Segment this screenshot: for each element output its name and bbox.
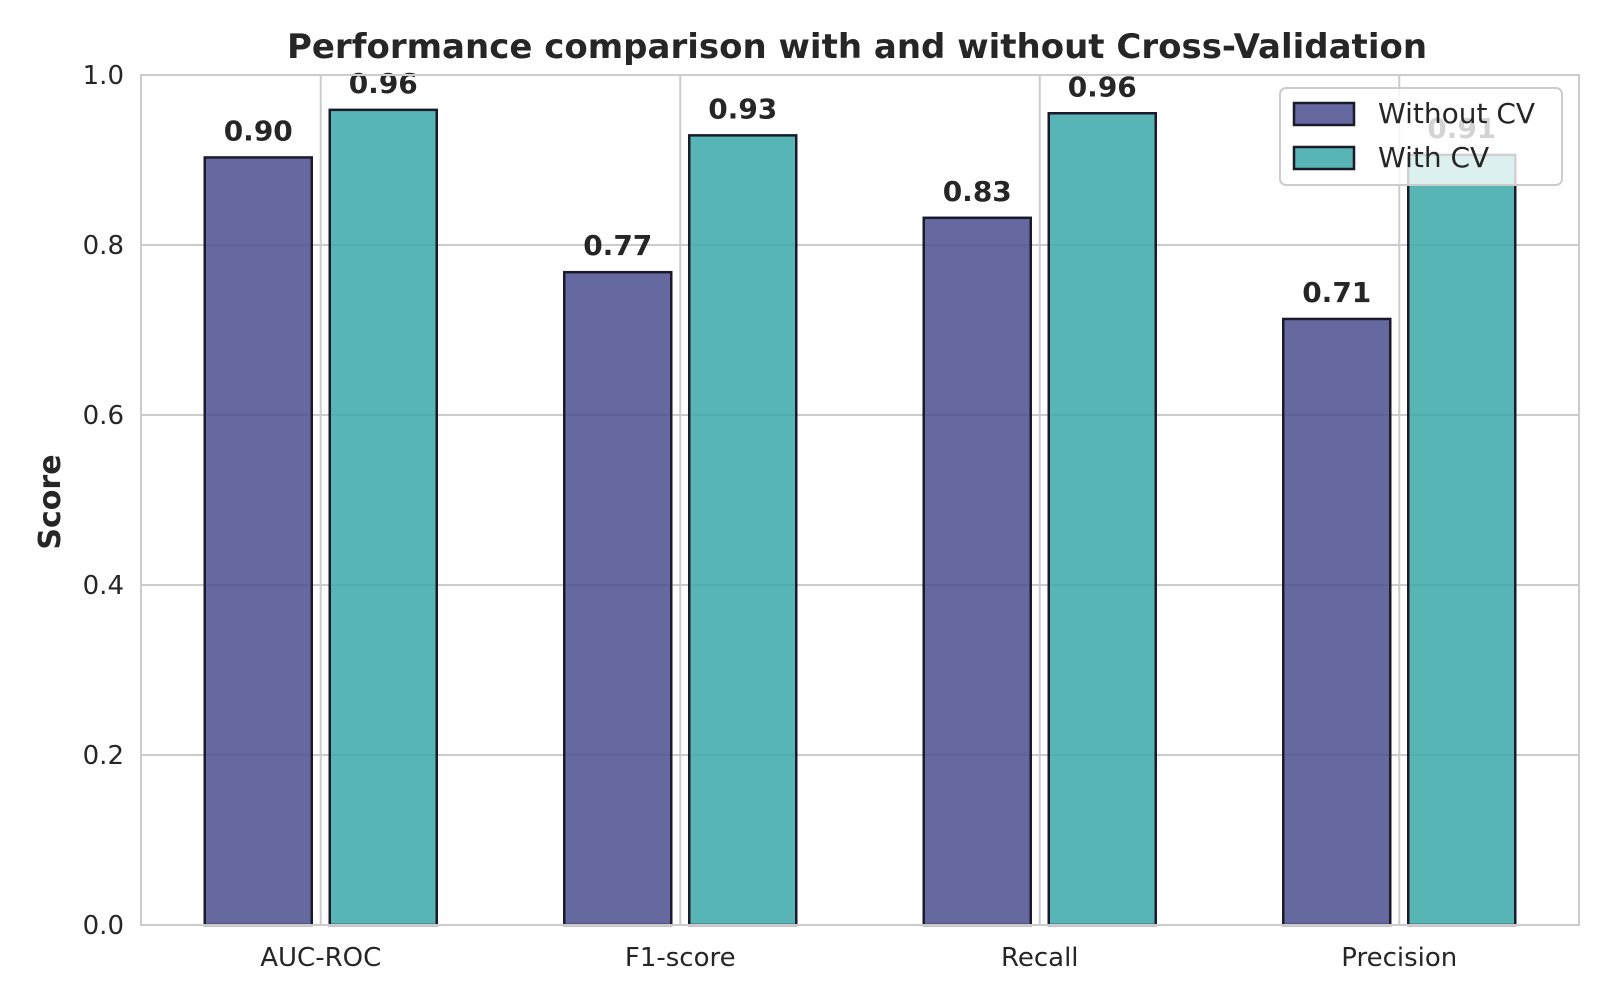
y-tick-label: 1.0 xyxy=(83,61,124,91)
bar-value-label: 0.96 xyxy=(349,67,418,100)
x-tick-label: F1-score xyxy=(625,943,736,973)
axes-frame xyxy=(140,74,1580,926)
y-tick-label: 0.0 xyxy=(83,911,124,941)
bar-with-cv xyxy=(1047,112,1157,927)
y-tick-label: 0.2 xyxy=(83,741,124,771)
y-tick-label: 0.8 xyxy=(83,231,124,261)
bar-with-cv xyxy=(328,108,438,927)
bar-without-cv xyxy=(922,216,1032,927)
bar-without-cv xyxy=(203,156,313,927)
legend: Without CV With CV xyxy=(1279,87,1563,186)
bar-value-label: 0.93 xyxy=(708,92,777,125)
bars xyxy=(203,108,1517,927)
x-tick-label: AUC-ROC xyxy=(260,943,381,973)
x-tick-label: Precision xyxy=(1341,943,1457,973)
x-tick-label: Recall xyxy=(1001,943,1079,973)
bar-without-cv xyxy=(1282,317,1392,927)
y-axis-ticks: 0.0 0.2 0.4 0.6 0.8 1.0 xyxy=(83,61,124,941)
bar-value-label: 0.90 xyxy=(224,114,293,147)
x-axis-ticks: AUC-ROC F1-score Recall Precision xyxy=(260,943,1457,973)
y-axis-label: Score xyxy=(33,454,68,549)
bar-with-cv xyxy=(688,134,798,927)
bar-without-cv xyxy=(563,270,673,927)
y-tick-label: 0.4 xyxy=(83,571,124,601)
bar-value-label: 0.71 xyxy=(1302,276,1371,309)
y-tick-label: 0.6 xyxy=(83,401,124,431)
legend-swatch xyxy=(1292,101,1356,127)
legend-entry-label: Without CV xyxy=(1378,97,1535,130)
bar-value-label: 0.77 xyxy=(583,229,652,262)
bar-value-label: 0.83 xyxy=(943,175,1012,208)
bar-with-cv xyxy=(1407,153,1517,927)
chart-title: Performance comparison with and without … xyxy=(287,27,1427,67)
legend-swatch xyxy=(1292,145,1356,171)
legend-entry-label: With CV xyxy=(1378,141,1489,174)
